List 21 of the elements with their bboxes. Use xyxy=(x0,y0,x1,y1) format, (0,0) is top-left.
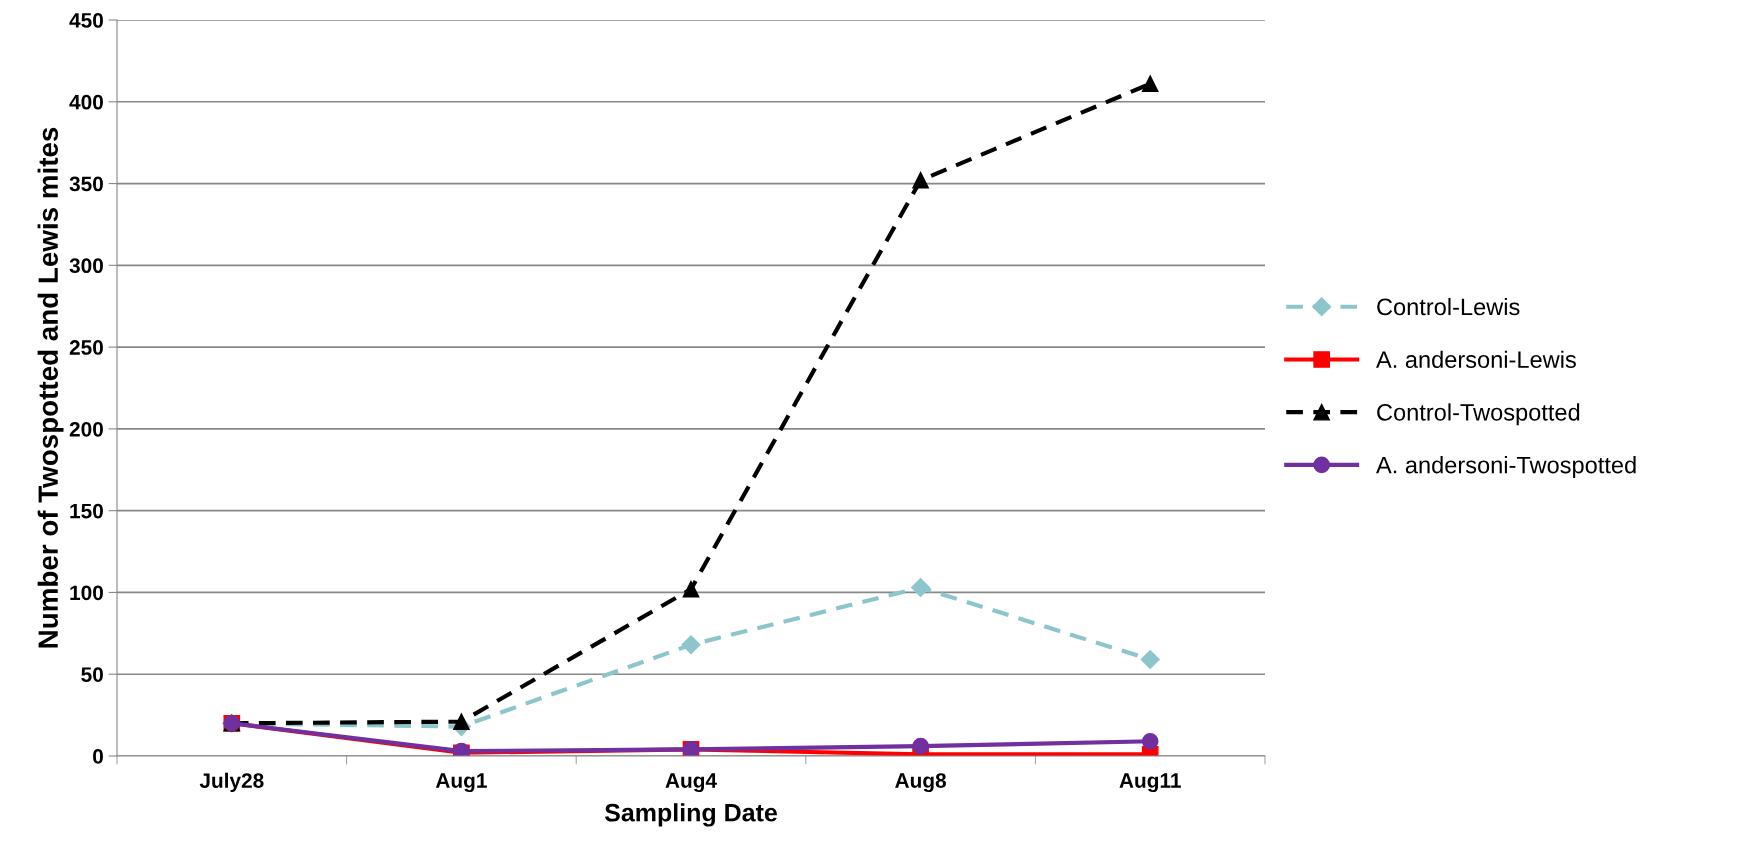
y-axis-title: Number of Twospotted and Lewis mites xyxy=(37,127,64,648)
y-tick-label: 0 xyxy=(93,749,103,764)
x-tick-label: Aug8 xyxy=(895,773,946,793)
y-tick-label: 300 xyxy=(69,258,103,274)
legend-label: A. andersoni-Lewis xyxy=(1376,350,1576,368)
y-tick-label: 350 xyxy=(69,176,103,192)
x-tick-label: July28 xyxy=(199,772,264,793)
y-tick-label: 150 xyxy=(70,503,103,519)
legend-label: Control-Lewis xyxy=(1377,297,1520,316)
x-tick-label: Aug1 xyxy=(435,773,487,793)
x-tick-label: Aug4 xyxy=(665,773,717,793)
y-tick-label: 200 xyxy=(69,421,103,437)
y-tick-label: 450 xyxy=(69,13,103,28)
y-tick-label: 50 xyxy=(81,667,103,682)
y-tick-label: 400 xyxy=(69,94,103,110)
y-tick-label: 250 xyxy=(69,340,103,355)
x-axis-title: Sampling Date xyxy=(604,803,777,827)
y-tick-label: 100 xyxy=(70,585,103,601)
legend-label: A. andersoni-Twospotted xyxy=(1376,456,1636,479)
x-tick-label: Aug11 xyxy=(1119,773,1181,793)
legend-label: Control-Twospotted xyxy=(1377,403,1580,426)
